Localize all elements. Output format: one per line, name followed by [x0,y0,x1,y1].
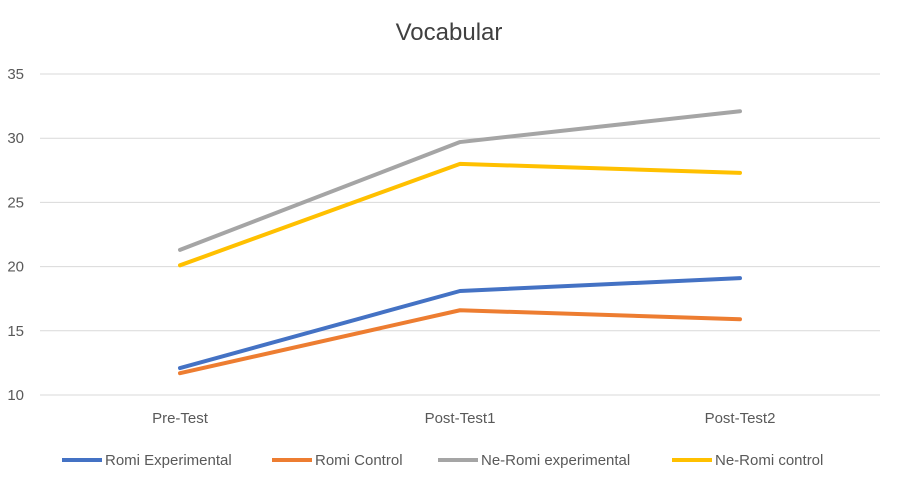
y-tick-label: 20 [7,259,24,276]
legend-label: Ne-Romi experimental [481,452,630,469]
legend-label: Ne-Romi control [715,452,823,469]
y-axis-ticks: 10 15 20 25 30 35 [7,66,24,404]
chart-title: Vocabular [396,19,503,46]
y-tick-label: 25 [7,194,24,211]
y-tick-label: 15 [7,323,24,340]
gridlines [40,73,880,396]
x-axis-ticks: Pre-Test Post-Test1 Post-Test2 [152,410,775,427]
series-line [178,308,742,376]
series-line [178,161,742,268]
y-tick-label: 10 [7,387,24,404]
series-line [178,276,742,371]
y-tick-label: 35 [7,66,24,83]
legend-label: Romi Experimental [105,452,232,469]
legend: Romi Experimental Romi Control Ne-Romi exp… [62,452,823,469]
x-tick-label: Pre-Test [152,410,209,427]
y-tick-label: 30 [7,130,24,147]
x-tick-label: Post-Test1 [425,410,496,427]
x-tick-label: Post-Test2 [705,410,776,427]
series-lines [178,109,742,376]
legend-label: Romi Control [315,452,403,469]
series-line [178,109,742,252]
